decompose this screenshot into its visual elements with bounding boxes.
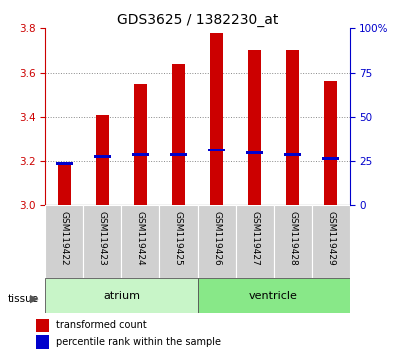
- Bar: [36, 335, 49, 349]
- Text: GSM119427: GSM119427: [250, 211, 259, 266]
- Bar: [122, 205, 160, 278]
- Bar: [198, 278, 350, 313]
- Bar: [198, 205, 235, 278]
- Bar: [132, 153, 149, 156]
- Bar: [58, 163, 71, 205]
- Text: transformed count: transformed count: [56, 320, 147, 330]
- Bar: [83, 205, 122, 278]
- Bar: [36, 319, 49, 332]
- Text: GSM119425: GSM119425: [174, 211, 183, 266]
- Bar: [172, 64, 185, 205]
- Text: GSM119422: GSM119422: [60, 211, 69, 266]
- Bar: [45, 278, 198, 313]
- Text: percentile rank within the sample: percentile rank within the sample: [56, 337, 221, 347]
- Bar: [322, 158, 339, 160]
- Bar: [286, 51, 299, 205]
- Bar: [248, 51, 261, 205]
- Bar: [134, 84, 147, 205]
- Bar: [45, 205, 83, 278]
- Text: GSM119423: GSM119423: [98, 211, 107, 266]
- Bar: [324, 81, 337, 205]
- Bar: [96, 115, 109, 205]
- Bar: [246, 151, 263, 154]
- Text: ventricle: ventricle: [249, 291, 298, 301]
- Bar: [170, 153, 187, 156]
- Text: GSM119426: GSM119426: [212, 211, 221, 266]
- Text: GSM119429: GSM119429: [326, 211, 335, 266]
- Bar: [235, 205, 274, 278]
- Bar: [94, 155, 111, 158]
- Bar: [56, 162, 73, 165]
- Text: GSM119428: GSM119428: [288, 211, 297, 266]
- Text: tissue: tissue: [8, 294, 39, 304]
- Title: GDS3625 / 1382230_at: GDS3625 / 1382230_at: [117, 13, 278, 27]
- Bar: [312, 205, 350, 278]
- Bar: [208, 149, 225, 152]
- Bar: [160, 205, 198, 278]
- Text: atrium: atrium: [103, 291, 140, 301]
- Bar: [210, 33, 223, 205]
- Text: GSM119424: GSM119424: [136, 211, 145, 266]
- Bar: [273, 205, 312, 278]
- Bar: [284, 153, 301, 156]
- Text: ▶: ▶: [30, 294, 38, 304]
